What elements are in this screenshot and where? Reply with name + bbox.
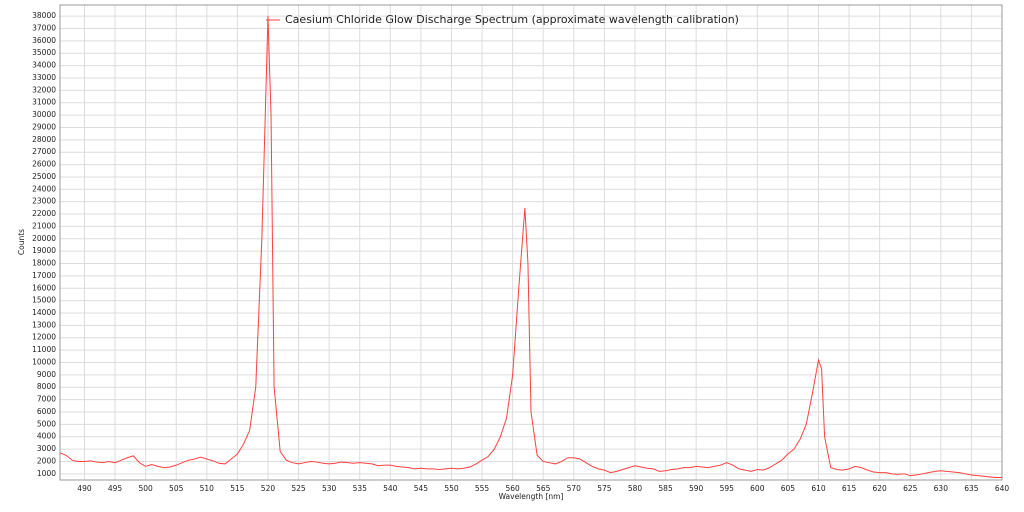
y-tick-label: 11000 — [32, 345, 56, 354]
x-tick-label: 585 — [658, 484, 673, 493]
x-tick-label: 510 — [200, 484, 215, 493]
x-tick-label: 580 — [628, 484, 643, 493]
x-axis-label: Wavelength [nm] — [499, 492, 564, 501]
y-tick-label: 4000 — [37, 432, 56, 441]
x-tick-label: 605 — [781, 484, 796, 493]
y-tick-label: 25000 — [32, 172, 56, 181]
x-tick-label: 535 — [353, 484, 368, 493]
x-tick-label: 640 — [995, 484, 1010, 493]
x-tick-label: 540 — [383, 484, 398, 493]
y-tick-label: 1000 — [37, 469, 56, 478]
y-tick-label: 5000 — [37, 419, 56, 428]
y-axis-label: Counts — [17, 229, 26, 255]
x-tick-label: 495 — [108, 484, 123, 493]
y-tick-label: 15000 — [32, 296, 56, 305]
x-tick-label: 625 — [903, 484, 918, 493]
x-tick-label: 545 — [414, 484, 429, 493]
y-tick-label: 37000 — [32, 24, 56, 33]
y-tick-label: 35000 — [32, 48, 56, 57]
y-tick-label: 7000 — [37, 395, 56, 404]
x-tick-label: 565 — [536, 484, 551, 493]
y-tick-label: 34000 — [32, 61, 56, 70]
y-tick-label: 17000 — [32, 271, 56, 280]
y-tick-label: 21000 — [32, 221, 56, 230]
y-tick-label: 23000 — [32, 197, 56, 206]
x-tick-label: 500 — [138, 484, 153, 493]
x-tick-label: 515 — [230, 484, 245, 493]
y-tick-label: 13000 — [32, 320, 56, 329]
y-tick-label: 8000 — [37, 382, 56, 391]
y-tick-label: 14000 — [32, 308, 56, 317]
y-tick-label: 6000 — [37, 407, 56, 416]
y-tick-label: 30000 — [32, 110, 56, 119]
y-tick-label: 32000 — [32, 85, 56, 94]
y-tick-label: 3000 — [37, 444, 56, 453]
data-line — [59, 16, 1002, 479]
y-tick-label: 38000 — [32, 11, 56, 20]
y-tick-label: 16000 — [32, 283, 56, 292]
y-tick-label: 9000 — [37, 370, 56, 379]
x-tick-label: 550 — [444, 484, 459, 493]
x-tick-label: 525 — [291, 484, 306, 493]
x-tick-label: 595 — [720, 484, 735, 493]
x-tick-label: 570 — [567, 484, 582, 493]
y-tick-label: 24000 — [32, 184, 56, 193]
y-tick-label: 27000 — [32, 147, 56, 156]
y-tick-label: 36000 — [32, 36, 56, 45]
x-tick-label: 490 — [77, 484, 92, 493]
plot-frame — [59, 4, 1003, 481]
legend-label: Caesium Chloride Glow Discharge Spectrum… — [285, 13, 739, 26]
y-tick-label: 22000 — [32, 209, 56, 218]
x-tick-label: 635 — [964, 484, 979, 493]
y-tick-label: 26000 — [32, 160, 56, 169]
x-tick-label: 505 — [169, 484, 184, 493]
x-tick-label: 615 — [842, 484, 857, 493]
x-tick-label: 620 — [872, 484, 887, 493]
y-tick-label: 2000 — [37, 456, 56, 465]
y-tick-label: 28000 — [32, 135, 56, 144]
y-tick-label: 10000 — [32, 357, 56, 366]
y-tick-label: 18000 — [32, 259, 56, 268]
x-tick-label: 610 — [811, 484, 826, 493]
x-tick-label: 555 — [475, 484, 490, 493]
y-tick-label: 31000 — [32, 98, 56, 107]
x-tick-label: 575 — [597, 484, 612, 493]
x-tick-label: 520 — [261, 484, 276, 493]
y-tick-label: 29000 — [32, 122, 56, 131]
x-tick-label: 600 — [750, 484, 765, 493]
x-tick-label: 530 — [322, 484, 337, 493]
y-tick-label: 20000 — [32, 234, 56, 243]
x-tick-label: 630 — [934, 484, 949, 493]
x-tick-label: 590 — [689, 484, 704, 493]
x-tick-label: 560 — [505, 484, 520, 493]
y-tick-label: 33000 — [32, 73, 56, 82]
y-tick-label: 12000 — [32, 333, 56, 342]
y-tick-label: 19000 — [32, 246, 56, 255]
